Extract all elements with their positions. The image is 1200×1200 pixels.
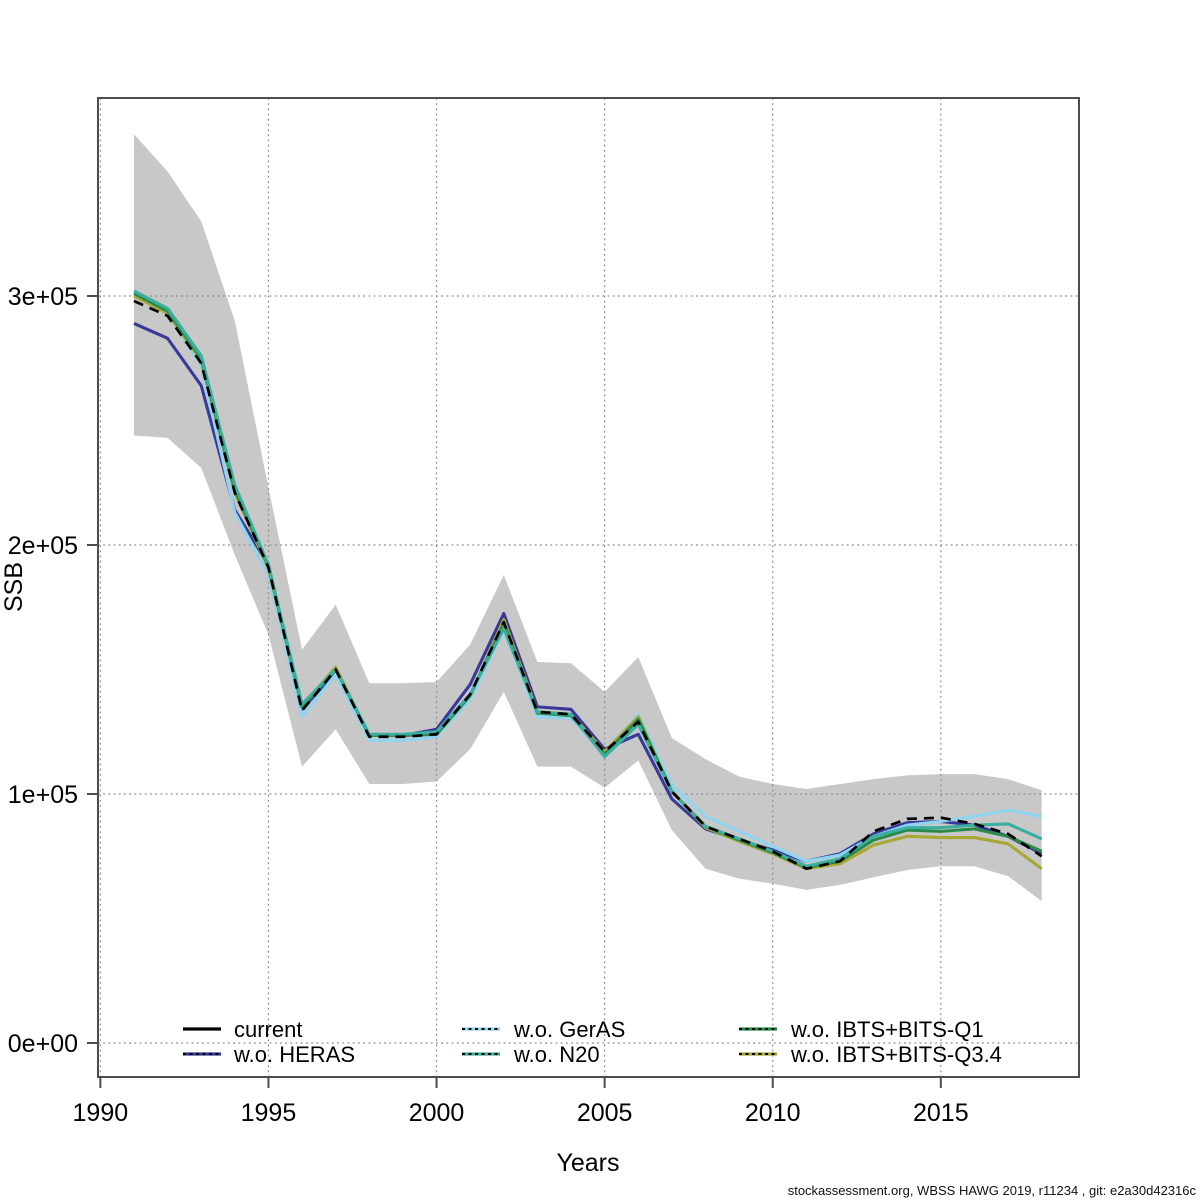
footer-attribution: stockassessment.org, WBSS HAWG 2019, r11… (788, 1183, 1197, 1198)
legend-label-current: current (234, 1017, 302, 1042)
x-tick-label-2010: 2010 (745, 1099, 801, 1127)
series-lines (133, 289, 1043, 871)
x-tick-label-2005: 2005 (577, 1099, 633, 1127)
legend-label-w-o-ibts-bits-q1: w.o. IBTS+BITS-Q1 (790, 1017, 984, 1042)
plot-frame (97, 97, 1080, 1078)
x-axis-title: Years (556, 1149, 619, 1177)
legend-label-w-o-n20: w.o. N20 (513, 1042, 600, 1067)
y-axis-title: SSB (0, 562, 28, 612)
legend-label-w-o-geras: w.o. GerAS (513, 1017, 625, 1042)
x-tick-label-1995: 1995 (241, 1099, 297, 1127)
tick-labels: 1990 1995 2000 2005 2010 2015 0e+00 1e+05 2e+05 3… (8, 283, 969, 1127)
confidence-band-layer (133, 134, 1042, 902)
confidence-band (133, 134, 1042, 902)
y-tick-label-0e+00: 0e+00 (8, 1030, 78, 1058)
legend-label-w-o-ibts-bits-q3-4: w.o. IBTS+BITS-Q3.4 (790, 1042, 1002, 1067)
x-tick-label-1990: 1990 (73, 1099, 129, 1127)
y-tick-label-3e+05: 3e+05 (8, 283, 78, 311)
axis-ticks (87, 295, 942, 1088)
x-tick-label-2000: 2000 (409, 1099, 465, 1127)
x-tick-label-2015: 2015 (913, 1099, 969, 1127)
series-line-current (133, 299, 1043, 871)
legend-label-w-o-heras: w.o. HERAS (233, 1042, 355, 1067)
y-tick-label-1e+05: 1e+05 (8, 781, 78, 809)
gridlines (98, 98, 1079, 1077)
y-tick-label-2e+05: 2e+05 (8, 532, 78, 560)
